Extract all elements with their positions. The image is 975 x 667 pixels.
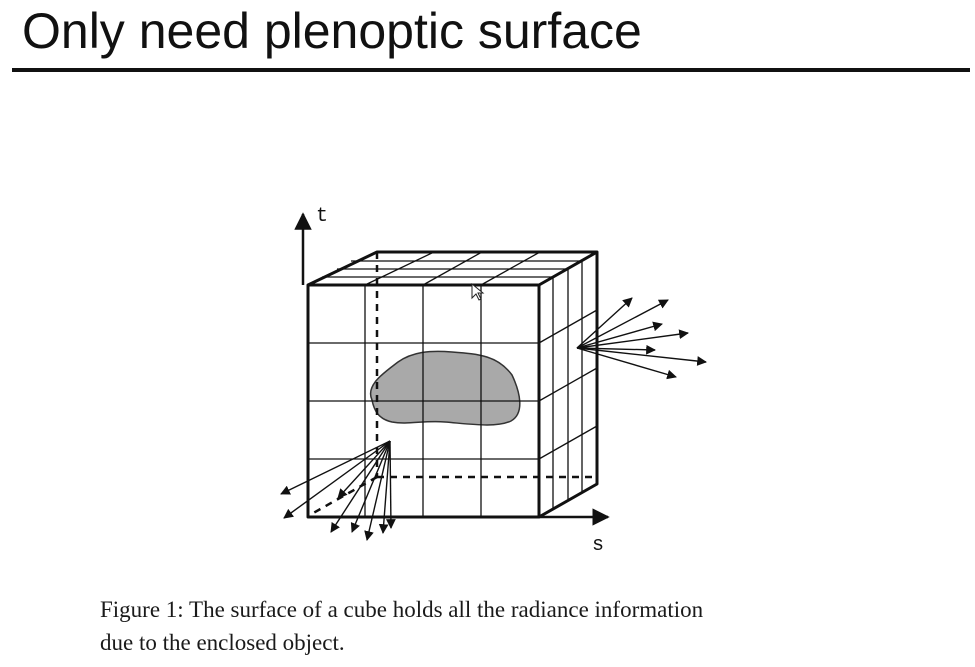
caption-line-1: Figure 1: The surface of a cube holds al… xyxy=(100,597,704,622)
axis-s-label: s xyxy=(592,534,604,557)
bottom-rays xyxy=(280,440,396,541)
slide-title: Only need plenoptic surface xyxy=(22,3,642,59)
axis-t-label: t xyxy=(316,205,328,228)
mouse-cursor-icon xyxy=(471,282,485,301)
enclosed-object xyxy=(369,350,521,426)
right-face-rays xyxy=(576,297,707,380)
front-face-grid xyxy=(308,285,539,517)
cube-outline xyxy=(306,250,599,519)
axes xyxy=(294,212,610,526)
top-face-grid xyxy=(322,251,582,286)
figure-caption: Figure 1: The surface of a cube holds al… xyxy=(100,593,920,659)
title-rule xyxy=(12,68,970,72)
right-face-grid xyxy=(538,261,598,509)
caption-line-2: due to the enclosed object. xyxy=(100,630,345,655)
